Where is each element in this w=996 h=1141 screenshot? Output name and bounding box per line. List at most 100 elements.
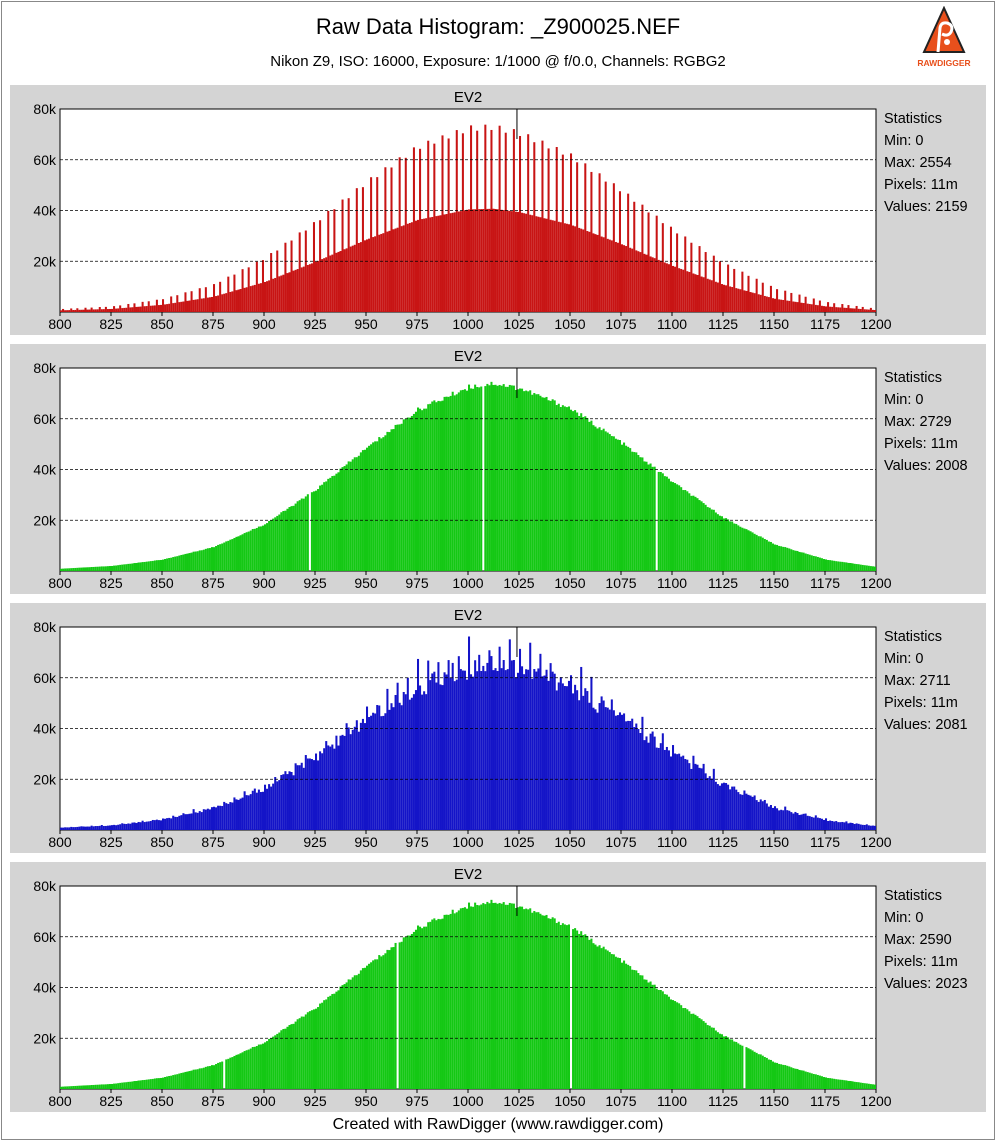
histogram-bar <box>502 210 505 312</box>
histogram-bar <box>433 671 436 830</box>
histogram-bar <box>231 802 234 830</box>
histogram-bar <box>414 929 417 1089</box>
histogram-bar <box>123 1082 126 1089</box>
x-tick-label: 1000 <box>452 575 483 591</box>
histogram-bar <box>621 244 624 312</box>
histogram-bar <box>747 275 750 312</box>
histogram-bar <box>767 1059 770 1089</box>
histogram-bar <box>684 759 687 830</box>
histogram-bar <box>210 807 213 830</box>
histogram-bar <box>333 993 336 1089</box>
statistics-pixels: Pixels: 11m <box>884 177 958 193</box>
histogram-bar <box>468 384 471 571</box>
histogram-bar <box>351 729 354 830</box>
histogram-bar <box>641 204 644 312</box>
histogram-bar <box>669 999 672 1089</box>
histogram-bar <box>818 300 821 312</box>
histogram-bar <box>718 785 721 830</box>
histogram-bar <box>261 791 264 830</box>
histogram-bar <box>235 1054 238 1089</box>
histogram-bar <box>841 1079 844 1089</box>
histogram-bar <box>751 532 754 571</box>
histogram-bar <box>141 562 144 571</box>
histogram-bar <box>288 507 291 571</box>
histogram-bar <box>406 223 409 312</box>
histogram-bar <box>696 1016 699 1089</box>
histogram-bar <box>104 1084 107 1089</box>
histogram-bar <box>794 301 797 312</box>
histogram-bar <box>545 396 548 571</box>
x-tick-label: 950 <box>354 575 378 591</box>
histogram-bar <box>551 671 554 830</box>
histogram-bar <box>359 722 362 830</box>
histogram-bar <box>272 278 275 312</box>
y-tick-label: 80k <box>33 619 57 635</box>
histogram-bar <box>343 249 346 312</box>
histogram-bar <box>563 223 566 312</box>
histogram-bar <box>829 820 832 830</box>
histogram-bar <box>261 525 264 571</box>
histogram-bar <box>213 1065 216 1089</box>
histogram-bar <box>155 1078 158 1089</box>
y-tick-label: 80k <box>33 101 57 117</box>
histogram-bar <box>266 1041 269 1089</box>
histogram-bar <box>747 1048 750 1089</box>
histogram-bar <box>865 309 868 312</box>
statistics-heading: Statistics <box>884 370 943 386</box>
histogram-bar <box>159 820 162 830</box>
histogram-bar <box>657 471 660 571</box>
histogram-bar <box>174 556 177 571</box>
histogram-bar <box>616 242 619 312</box>
histogram-bar <box>586 231 589 312</box>
histogram-bar <box>788 810 791 830</box>
histogram-bar <box>280 1030 283 1089</box>
histogram-bar <box>412 931 415 1089</box>
statistics-min: Min: 0 <box>884 651 924 667</box>
histogram-bar <box>402 225 405 312</box>
x-tick-label: 950 <box>354 1093 378 1109</box>
statistics-values: Values: 2008 <box>884 458 968 474</box>
histogram-bar <box>857 1082 860 1089</box>
histogram-bar <box>380 438 383 571</box>
histogram-bar <box>217 544 220 571</box>
histogram-bar <box>94 826 97 830</box>
histogram-bar <box>873 310 876 312</box>
histogram-bar <box>767 541 770 571</box>
x-tick-label: 825 <box>99 1093 123 1109</box>
histogram-bar <box>529 390 532 571</box>
histogram-bar <box>264 524 267 571</box>
histogram-bar <box>574 226 577 312</box>
histogram-bar <box>598 173 601 312</box>
histogram-bar <box>506 669 509 830</box>
histogram-bar <box>433 143 436 312</box>
histogram-bar <box>282 510 285 571</box>
histogram-bar <box>237 1054 240 1089</box>
histogram-bar <box>153 1078 156 1089</box>
x-tick-label: 1075 <box>605 316 636 332</box>
histogram-bar <box>310 263 313 312</box>
histogram-bar <box>86 826 89 830</box>
histogram-bar <box>667 478 670 571</box>
y-tick-label: 40k <box>33 980 57 996</box>
histogram-bar <box>541 915 544 1089</box>
histogram-bar <box>584 688 587 830</box>
histogram-bar <box>659 990 662 1089</box>
histogram-bar <box>133 303 136 312</box>
histogram-bar <box>769 541 772 571</box>
histogram-bar <box>563 924 566 1089</box>
histogram-bar <box>749 531 752 571</box>
x-tick-label: 1175 <box>810 316 840 332</box>
histogram-bar <box>96 826 99 830</box>
histogram-bar <box>465 390 468 571</box>
histogram-bar <box>174 816 177 830</box>
histogram-bar <box>555 147 558 312</box>
histogram-bar <box>463 670 466 830</box>
histogram-bar <box>704 504 707 571</box>
histogram-bar <box>70 308 73 312</box>
histogram-bar <box>304 755 307 830</box>
histogram-bar <box>392 707 395 830</box>
histogram-bar <box>500 903 503 1089</box>
histogram-bar <box>549 663 552 830</box>
histogram-bar <box>363 449 366 571</box>
histogram-bar <box>219 544 222 571</box>
